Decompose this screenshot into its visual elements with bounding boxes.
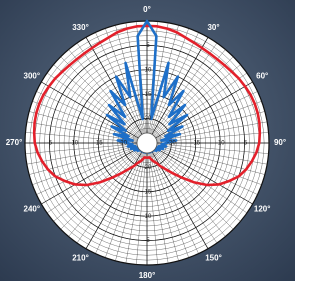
angle-tick-label: 30°	[207, 23, 219, 32]
r-tick-label: -5	[47, 141, 53, 147]
angle-tick-label: 270°	[6, 138, 23, 147]
r-tick-label: -20	[118, 141, 127, 147]
r-tick-label: -20	[143, 116, 152, 122]
angle-tick-label: 120°	[254, 205, 271, 214]
r-tick-label: -5	[242, 141, 248, 147]
center-hole	[137, 133, 157, 153]
r-tick-label: -5	[144, 43, 150, 49]
chart: -20 -20 -20 -20 -15 -15 -15 -15 -10 -10 -10 -10 -5 -5…	[0, 0, 295, 281]
angle-tick-label: 240°	[24, 205, 41, 214]
r-tick-label: -15	[143, 189, 152, 195]
r-tick-label: -10	[69, 141, 78, 147]
angle-tick-label: 0°	[143, 5, 151, 14]
r-tick-label: -15	[94, 141, 103, 147]
angle-tick-label: 150°	[205, 253, 222, 262]
r-tick-label: -20	[167, 141, 176, 147]
angle-tick-label: 210°	[72, 253, 89, 262]
r-tick-label: -5	[144, 238, 150, 244]
angle-tick-label: 60°	[256, 72, 268, 81]
angle-tick-label: 90°	[274, 138, 286, 147]
r-tick-label: -20	[143, 165, 152, 171]
r-tick-label: -10	[143, 214, 152, 220]
angle-tick-label: 330°	[72, 23, 89, 32]
angle-tick-label: 300°	[24, 72, 41, 81]
r-tick-label: -15	[143, 92, 152, 98]
angle-tick-label: 180°	[139, 271, 156, 280]
r-tick-label: -10	[143, 67, 152, 73]
r-tick-label: -10	[216, 141, 225, 147]
r-tick-label: -15	[191, 141, 200, 147]
